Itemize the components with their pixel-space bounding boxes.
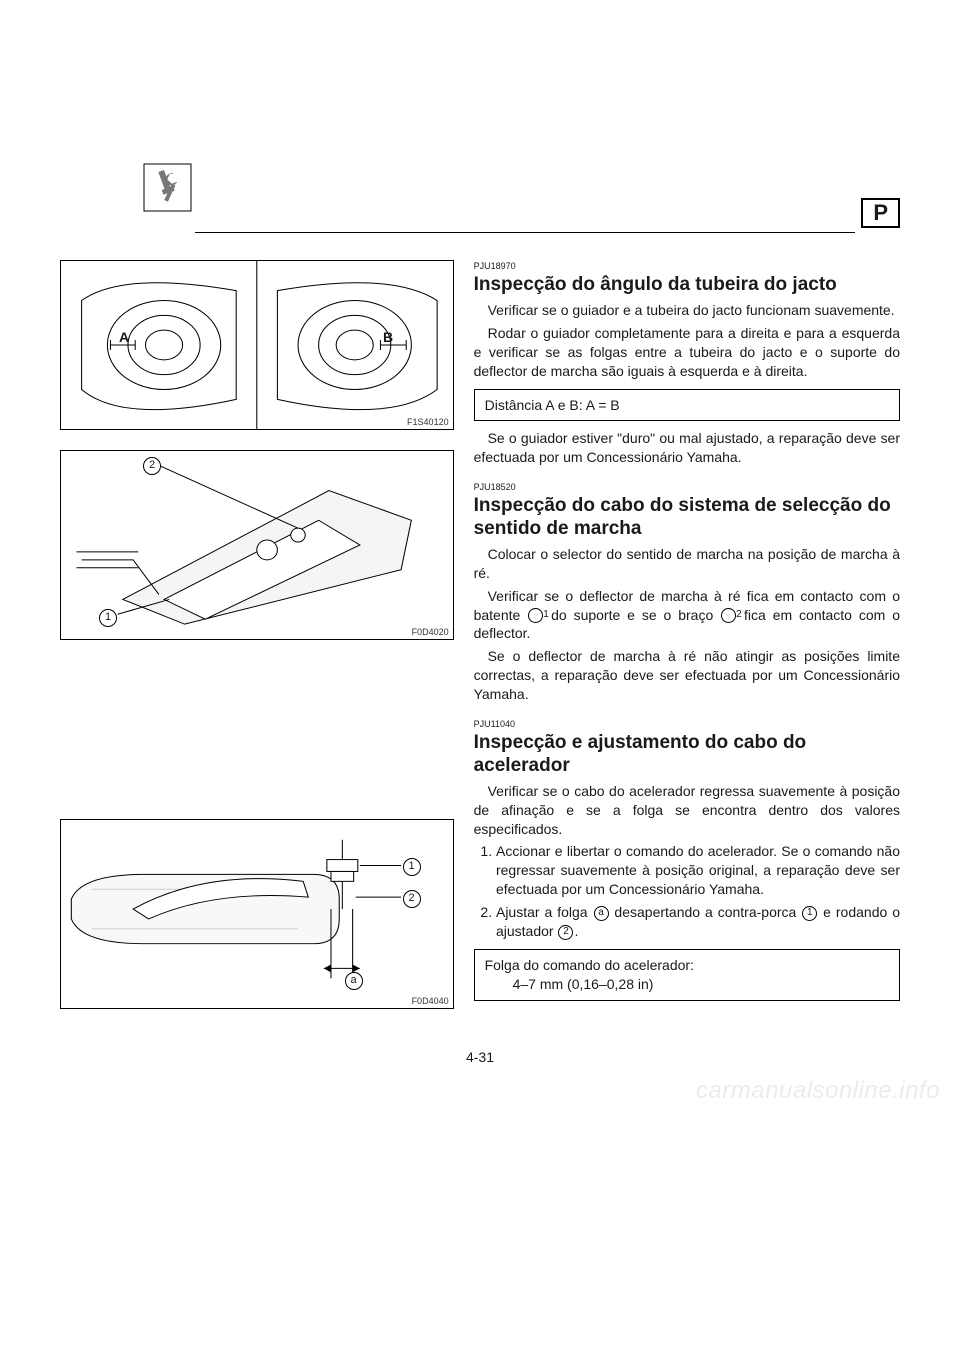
figure-label-a: A xyxy=(119,329,129,345)
step-item: Ajustar a folga a desapertando a contra-… xyxy=(496,903,900,941)
body-text: Rodar o guiador completamente para a dir… xyxy=(474,324,900,381)
steps-list: Accionar e libertar o comando do acelera… xyxy=(474,842,900,940)
body-text: Verificar se o guiador e a tubeira do ja… xyxy=(474,301,900,320)
page-number: 4-31 xyxy=(60,1049,900,1065)
text-fragment: desapertando a contra-porca xyxy=(610,904,802,920)
spec-value: 4–7 mm (0,16–0,28 in) xyxy=(485,975,889,994)
left-column: A B F1S40120 2 1 F0D4020 xyxy=(60,260,454,1009)
right-column: PJU18970 Inspecção do ângulo da tubeira … xyxy=(474,260,900,1009)
figure-caption: F0D4040 xyxy=(412,996,449,1006)
callout-1-inline-icon: 1 xyxy=(802,906,817,921)
callout-1-icon: 1 xyxy=(403,858,421,876)
spec-text: Folga do comando do acelerador: xyxy=(485,957,694,973)
content-columns: A B F1S40120 2 1 F0D4020 xyxy=(60,260,900,1009)
callout-2-inline-icon: 2 xyxy=(558,925,573,940)
watermark: carmanualsonline.info xyxy=(696,1077,940,1105)
callout-1-inline-icon: 1 xyxy=(528,608,543,623)
figure-throttle-cable: 1 2 a F0D4040 xyxy=(60,819,454,1009)
spec-box-throttle-play: Folga do comando do acelerador: 4–7 mm (… xyxy=(474,949,900,1001)
callout-a-inline-icon: a xyxy=(594,906,609,921)
body-text: Se o guiador estiver "duro" ou mal ajust… xyxy=(474,429,900,467)
ref-code: PJU18520 xyxy=(474,481,900,493)
figure-spacer xyxy=(60,660,454,799)
page-header: P xyxy=(60,180,900,240)
section-heading-throttle-cable: Inspecção e ajustamento do cabo do acele… xyxy=(474,732,900,778)
callout-2-icon: 2 xyxy=(143,457,161,475)
body-text: Colocar o selector do sentido de marcha … xyxy=(474,545,900,583)
callout-2-inline-icon: 2 xyxy=(721,608,736,623)
callout-a-icon: a xyxy=(345,972,363,990)
step-item: Accionar e libertar o comando do acelera… xyxy=(496,842,900,899)
figure-caption: F1S40120 xyxy=(407,417,449,427)
spec-box-distance: Distância A e B: A = B xyxy=(474,389,900,422)
section-heading-jet-nozzle: Inspecção do ângulo da tubeira do jacto xyxy=(474,274,900,297)
maintenance-icon xyxy=(140,160,195,215)
text-fragment: Ajustar a folga xyxy=(496,904,593,920)
figure-shift-cable: 2 1 F0D4020 xyxy=(60,450,454,640)
header-rule xyxy=(195,232,855,233)
body-text: Verificar se o deflector de marcha à ré … xyxy=(474,587,900,644)
section-heading-shift-cable: Inspecção do cabo do sistema de selecção… xyxy=(474,495,900,541)
figure-jet-nozzle: A B F1S40120 xyxy=(60,260,454,430)
callout-2-icon: 2 xyxy=(403,890,421,908)
language-badge: P xyxy=(861,198,900,228)
text-fragment: do suporte e se o braço xyxy=(544,607,720,623)
figure-label-b: B xyxy=(383,329,393,345)
body-text: Se o deflector de marcha à ré não atingi… xyxy=(474,647,900,704)
body-text: Verificar se o cabo do acelerador regres… xyxy=(474,782,900,839)
spec-text: Distância A e B: A = B xyxy=(485,397,620,413)
ref-code: PJU18970 xyxy=(474,260,900,272)
callout-1-icon: 1 xyxy=(99,609,117,627)
figure-caption: F0D4020 xyxy=(412,627,449,637)
text-fragment: . xyxy=(574,923,578,939)
ref-code: PJU11040 xyxy=(474,718,900,730)
